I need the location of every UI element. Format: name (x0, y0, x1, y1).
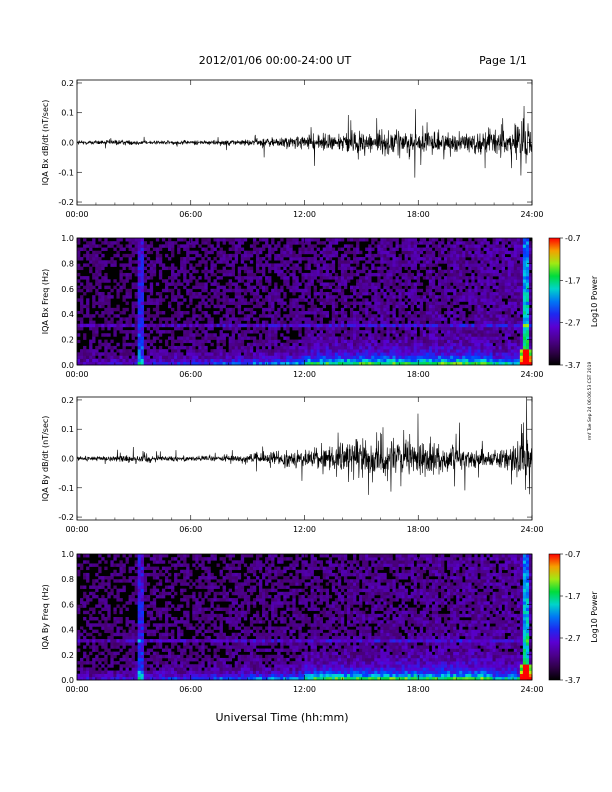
y-tick-label: 0.0 (61, 139, 74, 148)
x-tick-label: 00:00 (65, 525, 88, 534)
y-tick-label: 1.0 (61, 550, 74, 559)
chart-panel-2: -0.7 -1.7 -2.7 -3.7 Log10 Power 00:00 06:00 12:… (41, 234, 599, 379)
series-trace (76, 396, 533, 495)
y-tick-label: 0.4 (61, 626, 74, 635)
y-tick-label: 0.6 (61, 285, 74, 294)
colorbar-tick-label: -3.7 (565, 361, 581, 370)
colorbar (548, 553, 561, 681)
x-tick-label: 00:00 (65, 210, 88, 219)
colorbar-tick-label: -2.7 (565, 319, 581, 328)
colorbar-label: Log10 Power (590, 275, 599, 327)
y-tick-label: 0.8 (61, 575, 74, 584)
y-tick-label: 0.6 (61, 600, 74, 609)
y-tick-label: 0.2 (61, 336, 74, 345)
x-tick-label: 12:00 (293, 525, 316, 534)
side-stamp: rmf Tue Sep 24 06:06:53 CST 2019 (587, 362, 593, 441)
x-tick-label: 00:00 (65, 370, 88, 379)
y-tick-label: 0.1 (61, 109, 74, 118)
y-axis-label: IQA By dB/dt (nT/sec) (41, 416, 50, 502)
chart-panel-1: 00:00 06:00 12:00 18:00 24:00 -0.2 -0.1 0.0 0.1 0… (41, 79, 544, 219)
y-tick-label: 0.1 (61, 425, 74, 434)
colorbar (548, 237, 561, 366)
heatmap-cells (77, 238, 533, 366)
y-tick-label: 0.2 (61, 79, 74, 88)
x-tick-label: 06:00 (179, 210, 202, 219)
y-tick-label: 0.0 (61, 361, 74, 370)
x-tick-label: 12:00 (293, 685, 316, 694)
colorbar-tick-label: -0.7 (565, 234, 581, 243)
x-tick-label: 06:00 (179, 685, 202, 694)
chart-panel-3: 00:00 06:00 12:00 18:00 24:00 -0.2 -0.1 0.0 0.1 0… (41, 396, 544, 534)
colorbar-tick-label: -1.7 (565, 592, 581, 601)
y-tick-label: 1.0 (61, 234, 74, 243)
x-tick-label: 18:00 (407, 685, 430, 694)
y-tick-label: 0.2 (61, 396, 74, 405)
y-tick-label: 0.8 (61, 259, 74, 268)
x-axis-label: Universal Time (hh:mm) (216, 711, 349, 724)
heatmap-cells (77, 554, 533, 681)
y-tick-label: -0.1 (58, 168, 74, 177)
y-tick-label: 0.4 (61, 310, 74, 319)
x-tick-label: 24:00 (520, 525, 543, 534)
x-tick-label: 18:00 (407, 370, 430, 379)
page-indicator: Page 1/1 (479, 54, 527, 67)
figure-title: 2012/01/06 00:00-24:00 UT (199, 54, 352, 67)
y-axis-label: IQA Bx Freq (Hz) (41, 269, 50, 335)
y-tick-label: -0.2 (58, 198, 74, 207)
x-tick-label: 24:00 (520, 210, 543, 219)
y-tick-label: 0.0 (61, 676, 74, 685)
colorbar-tick-label: -0.7 (565, 550, 581, 559)
x-tick-label: 18:00 (407, 210, 430, 219)
x-tick-label: 12:00 (293, 210, 316, 219)
colorbar-tick-label: -2.7 (565, 634, 581, 643)
x-tick-label: 06:00 (179, 525, 202, 534)
x-tick-label: 24:00 (520, 685, 543, 694)
y-tick-label: 0.0 (61, 455, 74, 464)
x-tick-label: 18:00 (407, 525, 430, 534)
x-tick-label: 24:00 (520, 370, 543, 379)
chart-panel-4: -0.7 -1.7 -2.7 -3.7 Log10 Power 00:00 06:00 12:… (41, 550, 599, 694)
colorbar-tick-label: -1.7 (565, 276, 581, 285)
series-trace (76, 105, 533, 178)
y-axis-label: IQA Bx dB/dt (nT/sec) (41, 100, 50, 186)
y-tick-label: -0.2 (58, 513, 74, 522)
y-axis-label: IQA By Freq (Hz) (41, 584, 50, 650)
y-tick-label: -0.1 (58, 484, 74, 493)
y-tick-label: 0.2 (61, 651, 74, 660)
colorbar-tick-label: -3.7 (565, 676, 581, 685)
x-tick-label: 06:00 (179, 370, 202, 379)
x-tick-label: 00:00 (65, 685, 88, 694)
x-tick-label: 12:00 (293, 370, 316, 379)
colorbar-label: Log10 Power (590, 591, 599, 643)
